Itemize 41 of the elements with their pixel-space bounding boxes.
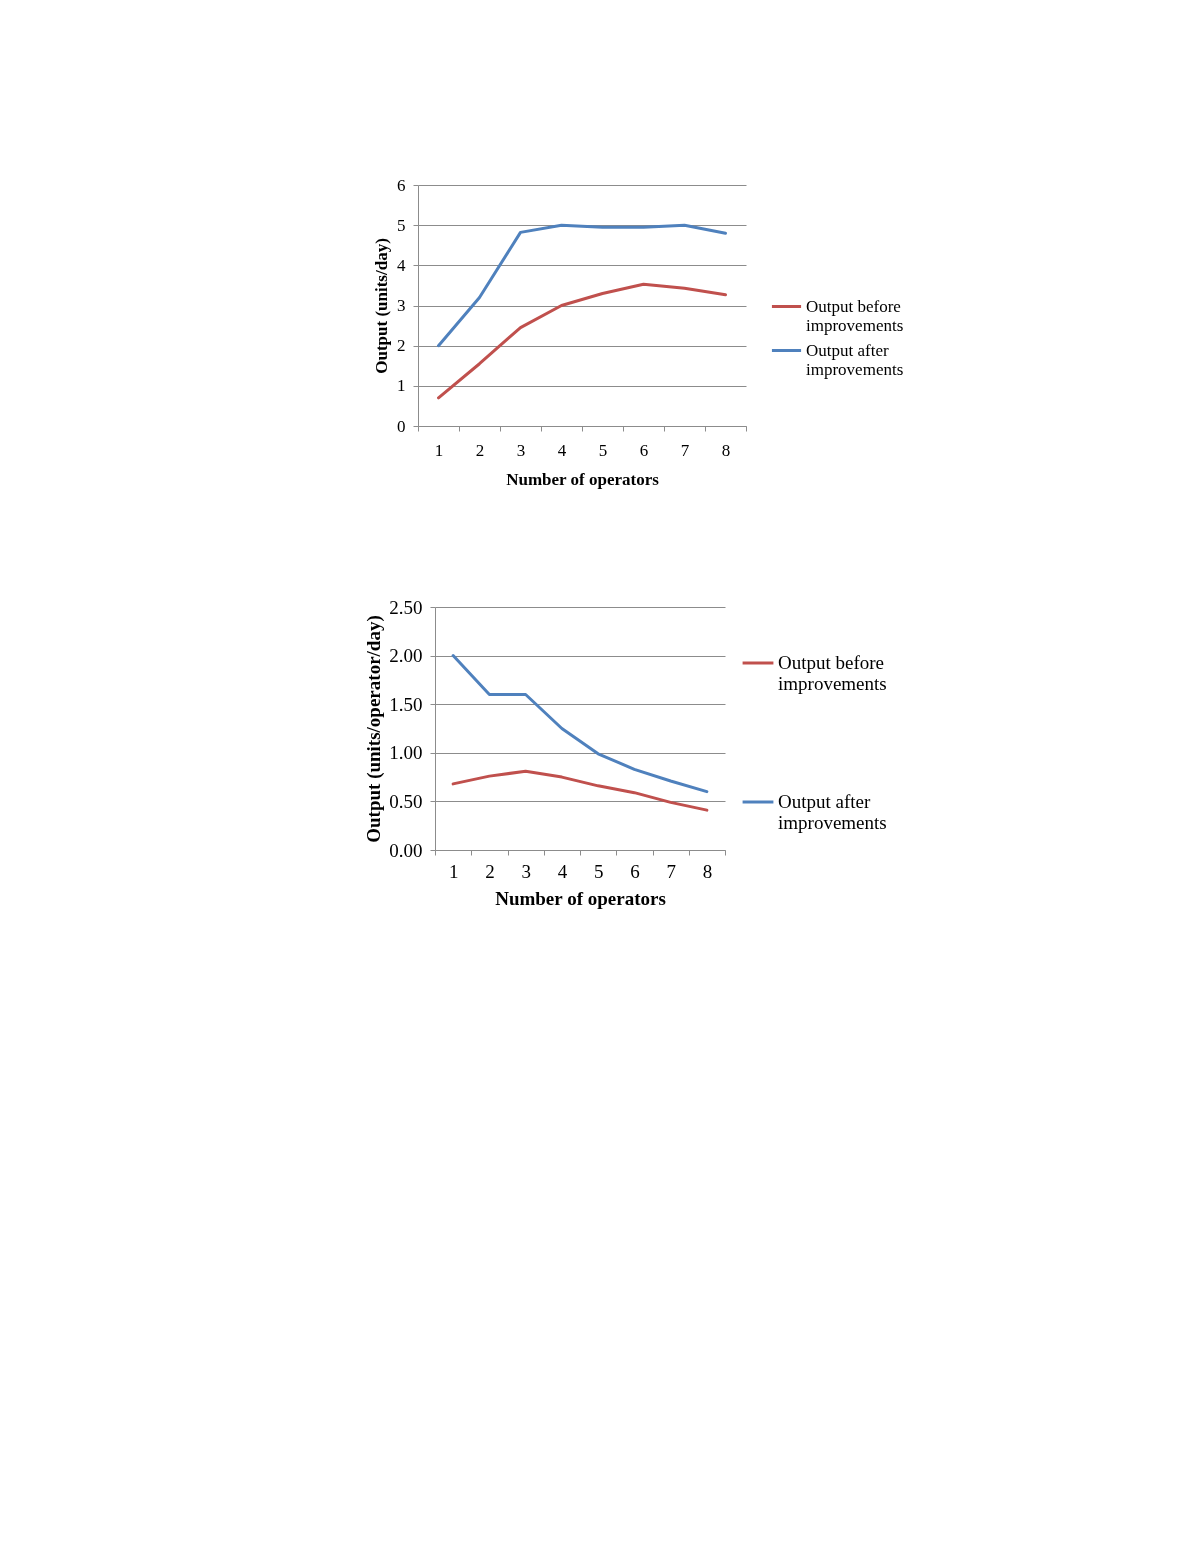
x-tick-label: 4 bbox=[557, 440, 567, 460]
x-tick-label: 3 bbox=[521, 860, 531, 882]
x-tick-label: 1 bbox=[434, 440, 444, 460]
x-tick-label: 5 bbox=[593, 860, 604, 882]
x-tick-label: 3 bbox=[516, 440, 526, 460]
x-tick-label: 5 bbox=[598, 440, 608, 460]
y-tick-label: 6 bbox=[397, 175, 406, 195]
x-axis-title: Number of operators bbox=[495, 887, 666, 909]
legend-label: Output after improvements bbox=[806, 340, 904, 379]
y-axis-title: Output (units/day) bbox=[372, 238, 391, 374]
x-tick-label: 8 bbox=[721, 440, 731, 460]
y-tick-label: 5 bbox=[397, 215, 406, 235]
x-tick-label: 4 bbox=[557, 860, 568, 882]
y-tick-label: 0.50 bbox=[389, 790, 423, 812]
x-axis-title: Number of operators bbox=[506, 469, 660, 489]
y-tick-label: 0 bbox=[397, 416, 406, 436]
x-tick-label: 2 bbox=[475, 440, 485, 460]
x-tick-label: 7 bbox=[680, 440, 690, 460]
line-series bbox=[437, 223, 727, 348]
y-tick-label: 2.00 bbox=[389, 645, 423, 667]
y-tick-label: 0.00 bbox=[389, 839, 423, 861]
line-series bbox=[451, 654, 709, 794]
x-tick-label: 8 bbox=[702, 860, 713, 882]
y-tick-label: 4 bbox=[397, 255, 406, 275]
line-series bbox=[437, 282, 727, 400]
y-tick-label: 1 bbox=[397, 376, 406, 396]
x-tick-label: 2 bbox=[485, 860, 495, 882]
legend-label: Output after improvements bbox=[778, 791, 887, 833]
line-series bbox=[451, 769, 709, 812]
y-tick-label: 3 bbox=[397, 296, 406, 315]
y-axis-title: Output (units/operator/day) bbox=[363, 615, 386, 843]
x-tick-label: 6 bbox=[639, 440, 649, 460]
legend-label: Output before improvements bbox=[806, 296, 904, 335]
x-tick-label: 1 bbox=[448, 860, 459, 882]
y-tick-label: 1.50 bbox=[389, 693, 423, 715]
x-tick-label: 6 bbox=[630, 860, 640, 882]
legend-label: Output before improvements bbox=[778, 652, 887, 694]
x-tick-label: 7 bbox=[666, 860, 676, 882]
y-tick-label: 1.00 bbox=[389, 742, 423, 764]
y-tick-label: 2.50 bbox=[389, 596, 423, 618]
y-tick-label: 2 bbox=[397, 336, 406, 356]
